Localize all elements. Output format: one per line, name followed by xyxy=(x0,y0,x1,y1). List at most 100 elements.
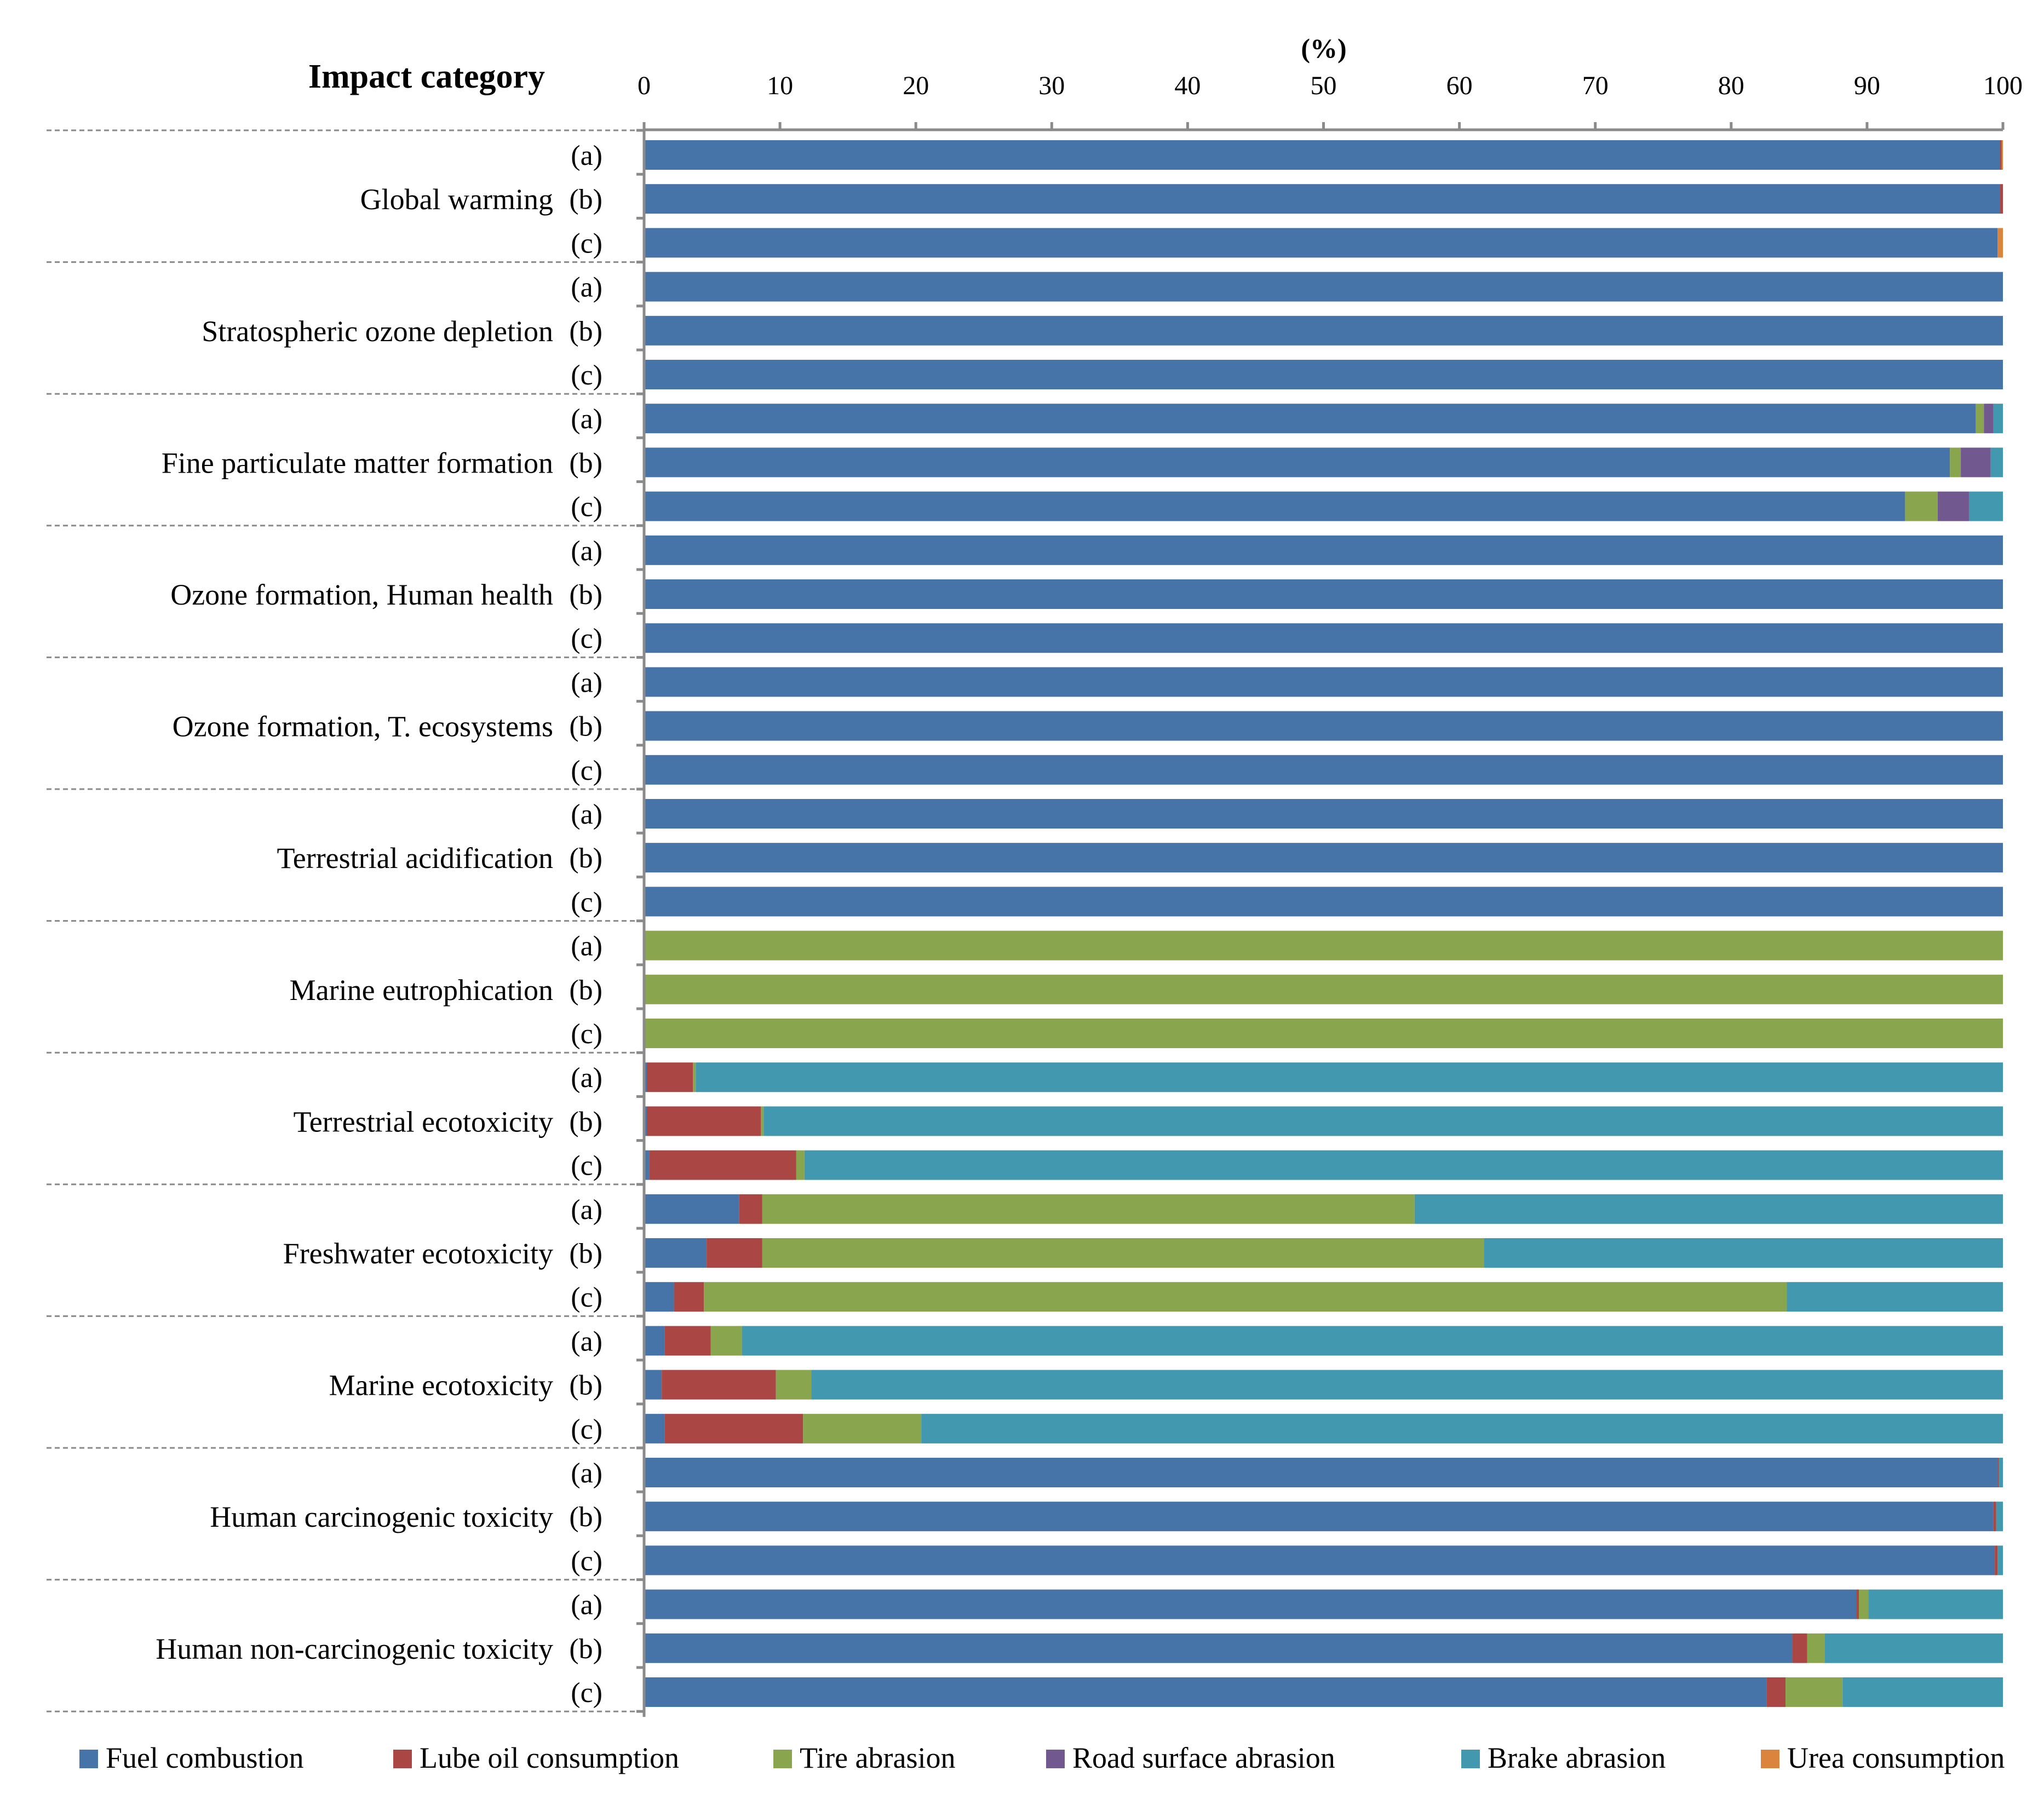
bar-segment xyxy=(763,1106,2003,1136)
legend-swatch xyxy=(79,1750,98,1768)
legend-swatch xyxy=(1461,1750,1480,1768)
bar-segment xyxy=(644,974,2003,1004)
bar-segment xyxy=(1868,1589,2003,1619)
bars xyxy=(644,140,2003,1707)
row-label: (c) xyxy=(571,228,602,259)
row-label: (c) xyxy=(571,1545,602,1577)
category-label: Marine eutrophication xyxy=(290,974,553,1007)
category-label: Human non-carcinogenic toxicity xyxy=(156,1632,553,1665)
legend-label: Lube oil consumption xyxy=(420,1741,679,1774)
bar-segment xyxy=(710,1326,742,1356)
bar-segment xyxy=(1484,1238,2003,1268)
bar-segment xyxy=(739,1194,762,1224)
bar-segment xyxy=(1984,404,1994,434)
bar-segment xyxy=(1997,1545,2003,1576)
row-label: (c) xyxy=(571,755,602,786)
bar-segment xyxy=(1993,404,2003,434)
bar-segment xyxy=(804,1150,2003,1180)
row-label: (b) xyxy=(569,711,602,743)
row-label: (a) xyxy=(571,931,602,962)
row-label: (a) xyxy=(571,140,602,171)
x-tick-label: 10 xyxy=(767,71,793,100)
row-label: (b) xyxy=(569,447,602,479)
category-labels: (a) (b) (c) Global warming (a) (b) (c) Stratosp… xyxy=(156,140,602,1709)
bar-segment xyxy=(644,1413,665,1444)
row-label: (b) xyxy=(569,1502,602,1533)
row-label: (b) xyxy=(569,184,602,215)
bar-segment xyxy=(644,1194,739,1224)
category-label: Ozone formation, T. ecosystems xyxy=(173,710,553,743)
bar-segment xyxy=(1950,447,1961,478)
x-tick-label: 70 xyxy=(1582,71,1609,100)
x-tick-label: 0 xyxy=(638,71,651,100)
bar-segment xyxy=(1859,1589,1869,1619)
bar-segment xyxy=(1997,228,2003,258)
legend-swatch xyxy=(1761,1750,1779,1768)
bar-segment xyxy=(644,1677,1767,1707)
x-tick-label: 20 xyxy=(903,71,929,100)
row-label: (c) xyxy=(571,1019,602,1050)
bar-segment xyxy=(1937,491,1969,521)
row-label: (b) xyxy=(569,1238,602,1269)
bar-segment xyxy=(644,1370,662,1400)
bar-segment xyxy=(644,228,1998,258)
category-label: Ozone formation, Human health xyxy=(170,578,553,611)
bar-segment xyxy=(776,1370,812,1400)
bar-segment xyxy=(1807,1633,1825,1663)
bar-segment xyxy=(644,1502,1994,1532)
x-axis-unit-label: (%) xyxy=(1301,33,1346,64)
category-label: Terrestrial ecotoxicity xyxy=(293,1105,553,1138)
bar-segment xyxy=(761,1106,764,1136)
bar-segment xyxy=(644,1633,1793,1663)
category-label: Global warming xyxy=(360,183,553,216)
bar-segment xyxy=(644,447,1950,478)
bar-segment xyxy=(644,272,2003,302)
bar-segment xyxy=(646,1106,761,1136)
bar-segment xyxy=(662,1370,776,1400)
legend-swatch xyxy=(1046,1750,1065,1768)
row-label: (c) xyxy=(571,1677,602,1709)
row-label: (b) xyxy=(569,1634,602,1665)
bar-segment xyxy=(644,1458,1998,1487)
x-tick-label: 40 xyxy=(1174,71,1201,100)
bar-segment xyxy=(2000,140,2002,170)
bar-segment xyxy=(644,360,2003,389)
row-label: (a) xyxy=(571,1062,602,1094)
row-label: (c) xyxy=(571,887,602,918)
bar-segment xyxy=(803,1413,922,1444)
row-label: (a) xyxy=(571,404,602,435)
x-tick-label: 90 xyxy=(1854,71,1880,100)
bar-segment xyxy=(664,1413,803,1444)
legend-label: Road surface abrasion xyxy=(1072,1741,1335,1774)
category-label: Human carcinogenic toxicity xyxy=(210,1500,553,1533)
bar-segment xyxy=(644,579,2003,609)
bar-segment xyxy=(646,1062,693,1092)
bar-segment xyxy=(742,1326,2003,1356)
bar-segment xyxy=(1997,1458,1999,1487)
bar-segment xyxy=(644,1238,707,1268)
row-label: (b) xyxy=(569,843,602,874)
bar-segment xyxy=(1856,1589,1859,1619)
bar-segment xyxy=(644,315,2003,346)
legend-label: Fuel combustion xyxy=(106,1741,304,1774)
bar-segment xyxy=(1996,1502,2003,1532)
category-label: Freshwater ecotoxicity xyxy=(283,1237,553,1270)
x-tick-label: 50 xyxy=(1311,71,1337,100)
bar-segment xyxy=(644,1326,665,1356)
bar-segment xyxy=(644,491,1905,521)
bar-segment xyxy=(644,843,2003,873)
bar-segment xyxy=(644,1150,650,1180)
legend: Fuel combustion Lube oil consumption Tire … xyxy=(79,1741,2005,1774)
bar-segment xyxy=(762,1194,1415,1224)
category-label: Fine particulate matter formation xyxy=(162,446,553,479)
bar-segment xyxy=(1990,447,2003,478)
row-label: (a) xyxy=(571,799,602,830)
bar-segment xyxy=(921,1413,2003,1444)
bar-segment xyxy=(644,1282,674,1312)
category-label: Stratospheric ozone depletion xyxy=(202,315,553,348)
bar-segment xyxy=(644,404,1976,434)
bar-segment xyxy=(762,1238,1484,1268)
row-label: (a) xyxy=(571,1326,602,1357)
